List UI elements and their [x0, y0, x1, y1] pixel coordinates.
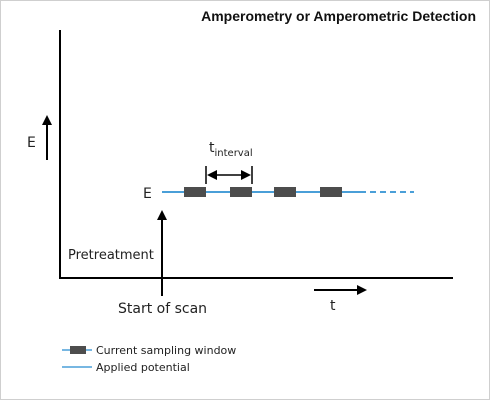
- x-axis-label: t: [330, 298, 336, 314]
- sampling-window: [274, 187, 296, 197]
- interval-label-sub: interval: [215, 148, 253, 159]
- sampling-window: [320, 187, 342, 197]
- potential-label: E: [143, 186, 152, 202]
- sampling-window: [230, 187, 252, 197]
- interval-label-main: t: [209, 140, 215, 156]
- start-of-scan-label: Start of scan: [118, 301, 207, 317]
- legend-sampling-window-label: Current sampling window: [96, 344, 236, 357]
- diagram-title: Amperometry or Amperometric Detection: [201, 8, 476, 24]
- legend-sampling-window-swatch: [70, 346, 86, 354]
- y-axis-label: E: [27, 135, 36, 151]
- pretreatment-label: Pretreatment: [68, 248, 154, 263]
- legend-applied-potential-label: Applied potential: [96, 361, 190, 374]
- sampling-window: [184, 187, 206, 197]
- interval-label: tinterval: [209, 140, 253, 159]
